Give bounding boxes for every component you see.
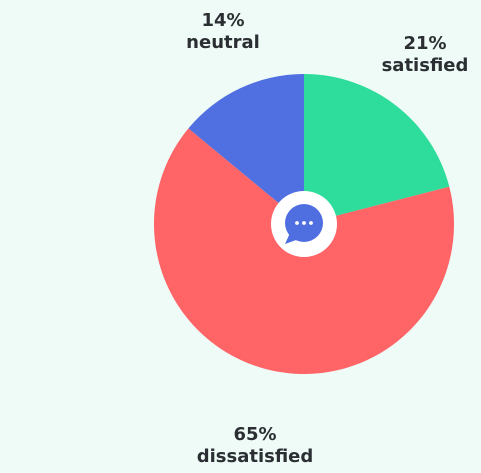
chat-bubble-icon — [285, 204, 323, 244]
pie-slice-neutral — [188, 74, 304, 224]
dissatisfied-percent: 65% — [233, 424, 277, 445]
neutral-text: neutral — [186, 32, 260, 53]
neutral-percent: 14% — [201, 10, 245, 31]
label-dissatisfied: 65% dissatisfied — [190, 424, 320, 468]
satisfied-text: satisfied — [381, 55, 469, 76]
dissatisfied-text: dissatisfied — [196, 446, 314, 467]
label-satisfied: 21% satisfied — [370, 33, 480, 77]
label-neutral: 14% neutral — [168, 10, 278, 54]
pie-slice-satisfied — [304, 74, 450, 224]
satisfied-percent: 21% — [403, 33, 447, 54]
